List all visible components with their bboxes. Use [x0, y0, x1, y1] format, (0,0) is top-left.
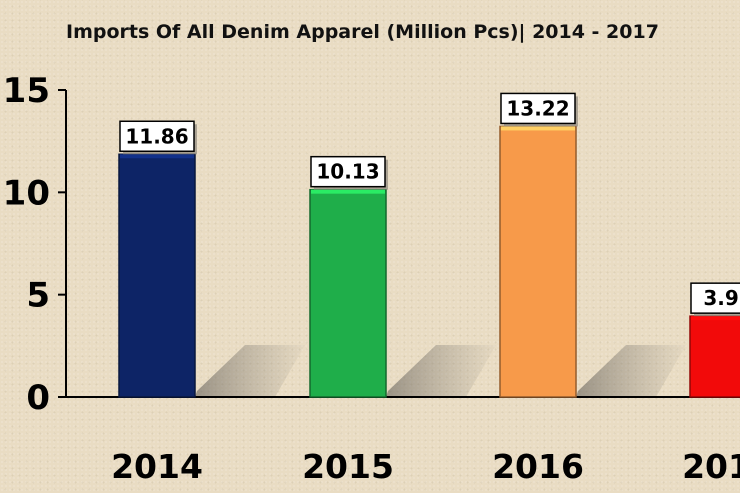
bar-top-highlight: [120, 154, 194, 159]
data-label: 3.95: [703, 286, 740, 310]
data-label: 10.13: [316, 160, 379, 184]
bar-2017: [689, 315, 740, 398]
x-axis-ticks: 2014 2015 2016 2017: [111, 447, 740, 486]
bar-shadow: [386, 345, 496, 397]
x-tick-label: 2017: [682, 447, 740, 486]
y-tick-label: 0: [26, 378, 50, 418]
y-tick-label: 10: [3, 173, 50, 213]
bar-top-highlight: [501, 126, 575, 131]
data-label-box: [310, 155, 386, 188]
x-tick-label: 2015: [302, 447, 394, 486]
bar-shadow: [195, 345, 305, 397]
bar-2016: [499, 125, 577, 398]
y-tick-label: 15: [3, 71, 50, 111]
data-label-box: [500, 92, 576, 125]
bar-top-highlight: [691, 316, 740, 321]
chart-title: Imports Of All Denim Apparel (Million Pc…: [66, 21, 659, 43]
data-labels: 11.86 10.13 13.22 3.95: [119, 92, 740, 317]
data-label-box: [690, 282, 740, 314]
x-tick-label: 2014: [111, 447, 203, 486]
bar-2015: [309, 188, 387, 398]
data-label-box: [119, 120, 195, 153]
y-axis-ticks: 0 5 10 15: [3, 71, 66, 418]
data-label: 11.86: [125, 124, 188, 148]
bar-2014: [118, 153, 196, 398]
bars: [118, 125, 740, 398]
data-label: 13.22: [506, 96, 569, 120]
bar-top-highlight: [311, 189, 385, 194]
x-tick-label: 2016: [492, 447, 584, 486]
bar-shadows: [195, 345, 686, 397]
bar-shadow: [576, 345, 686, 397]
y-tick-label: 5: [26, 276, 50, 316]
